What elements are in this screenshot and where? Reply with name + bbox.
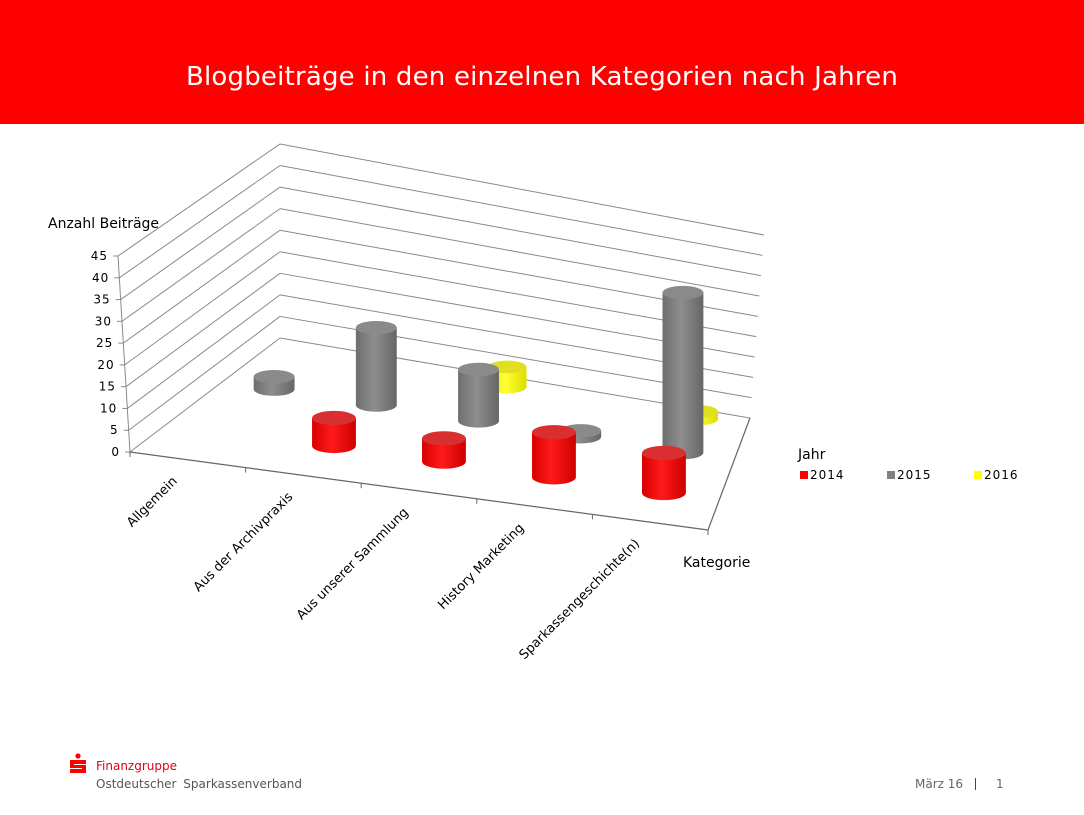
category-label: Sparkassengeschichte(n) xyxy=(517,536,643,662)
legend-swatch xyxy=(887,471,895,479)
gridline-side xyxy=(128,316,281,431)
bar-top xyxy=(642,445,686,461)
bar-top xyxy=(532,425,576,440)
bar-body xyxy=(662,292,704,460)
bar-2015-0 xyxy=(253,369,295,396)
y-axis-line xyxy=(117,255,131,453)
bar-2014-1 xyxy=(312,410,356,454)
x-axis-title: Kategorie xyxy=(683,555,750,571)
footer-separator xyxy=(975,778,976,790)
y-tick-label: 35 xyxy=(93,293,110,307)
gridline-side xyxy=(125,272,281,388)
gridline-back xyxy=(279,143,765,236)
gridline-side xyxy=(123,229,281,344)
bar-2015-2 xyxy=(458,362,499,428)
legend-title: Jahr xyxy=(797,447,826,463)
bar-body xyxy=(458,369,499,428)
footer-date: März 16 xyxy=(915,777,964,791)
legend-label: 2014 xyxy=(810,468,845,482)
bar-body xyxy=(312,417,356,454)
page-number: 1 xyxy=(996,777,1004,791)
bar-top xyxy=(355,320,397,335)
chart-3d-cylinder: 0 5 10 15 20 25 30 35 40 45 Anzahl Beiträge Kategor… xyxy=(48,143,1019,663)
bar-2015-1 xyxy=(355,320,397,412)
bar-body xyxy=(642,452,686,501)
footer-organization: Ostdeutscher Sparkassenverband xyxy=(96,777,303,791)
legend-swatch xyxy=(974,471,982,479)
y-tick-label: 10 xyxy=(100,401,117,415)
y-tick-label: 30 xyxy=(95,314,112,328)
y-tick-label: 15 xyxy=(99,380,116,394)
x-axis-line xyxy=(129,451,709,531)
y-axis-title: Anzahl Beiträge xyxy=(48,216,159,232)
floor-edge xyxy=(707,417,751,531)
gridline-side xyxy=(119,165,281,279)
gridline-back xyxy=(279,208,760,297)
category-label: History Marketing xyxy=(435,521,527,613)
y-tick-label: 20 xyxy=(97,358,114,372)
bar-2015-4 xyxy=(662,285,704,460)
bar-2014-2 xyxy=(422,431,466,469)
gridline-side xyxy=(124,251,281,366)
gridline-side xyxy=(121,208,281,322)
category-label: Aus unserer Sammlung xyxy=(294,505,412,623)
y-tick-label: 40 xyxy=(92,271,109,285)
bar-top xyxy=(662,285,704,300)
legend-label: 2016 xyxy=(984,468,1019,482)
title-banner: Blogbeiträge in den einzelnen Kategorien… xyxy=(0,0,1084,124)
gridline-side xyxy=(127,294,281,409)
page-title: Blogbeiträge in den einzelnen Kategorien… xyxy=(185,62,899,92)
gridline-back xyxy=(279,165,763,256)
legend-label: 2015 xyxy=(897,468,932,482)
y-tick-label: 5 xyxy=(110,423,119,437)
bar-top xyxy=(312,410,356,426)
y-tick-label: 25 xyxy=(96,336,113,350)
category-label: Aus der Archivpraxis xyxy=(191,489,297,595)
footer-brand: Finanzgruppe xyxy=(96,759,177,773)
bar-body xyxy=(355,327,397,412)
sparkasse-logo-icon xyxy=(70,753,86,773)
bar-body xyxy=(532,432,576,485)
legend-swatch xyxy=(800,471,808,479)
y-tick-label: 45 xyxy=(91,249,108,263)
bar-2014-4 xyxy=(642,445,686,501)
category-label: Allgemein xyxy=(124,474,180,530)
bar-body xyxy=(422,438,466,469)
bar-top xyxy=(458,362,499,377)
bars xyxy=(253,285,718,501)
gridline-back xyxy=(279,186,761,277)
y-tick-label: 0 xyxy=(111,445,120,459)
gridline-side xyxy=(120,186,281,300)
bar-top xyxy=(422,431,466,446)
gridline-side xyxy=(117,143,281,257)
gridline-side xyxy=(129,337,281,453)
bar-2014-3 xyxy=(532,425,576,485)
bar-top xyxy=(253,369,295,384)
